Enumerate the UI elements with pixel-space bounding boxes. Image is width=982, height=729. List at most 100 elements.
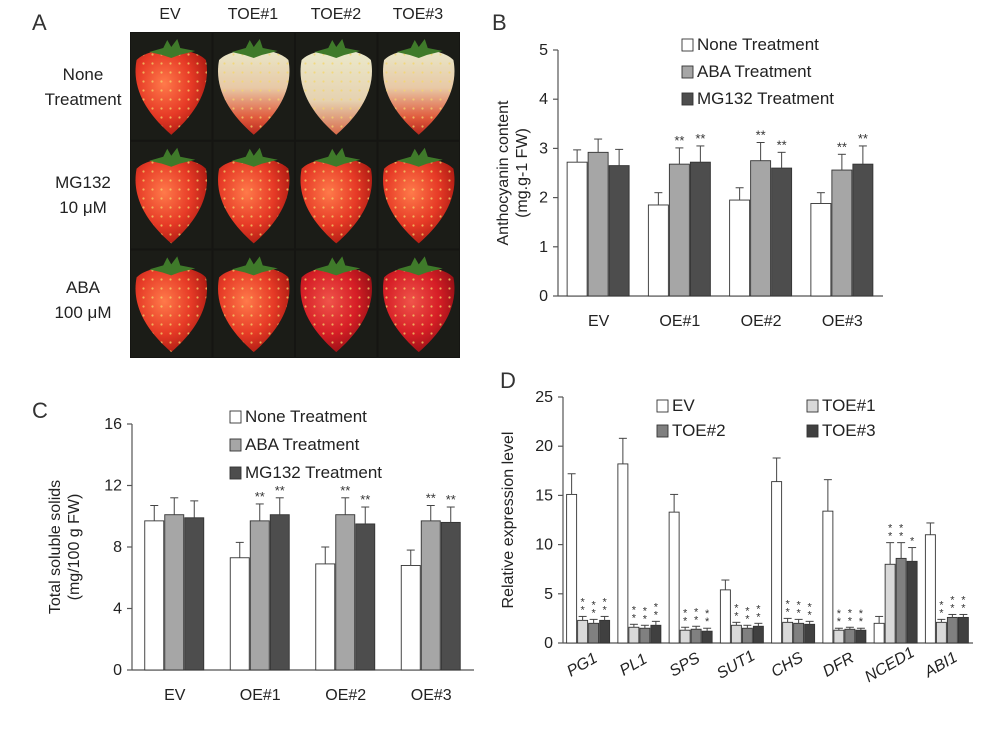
strawberry-seeds (300, 266, 372, 353)
strawberry-seeds (383, 266, 455, 353)
y-tick-label: 1 (539, 239, 548, 256)
strawberry-photo-grid (130, 32, 460, 358)
significance-mark: * (591, 607, 596, 619)
significance-mark: * (961, 602, 966, 614)
strawberry-seeds (135, 158, 207, 244)
bar (906, 560, 918, 644)
significance-mark: * (694, 606, 699, 618)
bar (833, 629, 845, 644)
significance-mark: * (632, 604, 637, 616)
y-tick-label: 0 (544, 635, 553, 652)
bar (617, 463, 629, 644)
strawberry-calyx-icon (314, 39, 361, 58)
significance-mark: ** (777, 137, 787, 152)
significance-mark: * (950, 602, 955, 614)
bar (935, 621, 947, 644)
legend-swatch (229, 466, 242, 480)
y-tick-label: 15 (535, 487, 553, 504)
photo-row-label-line1: None (62, 65, 104, 84)
significance-mark: ** (837, 139, 847, 154)
strawberry-seeds (135, 49, 207, 135)
bar (315, 563, 336, 671)
strawberry-seeds (383, 49, 455, 135)
strawberry-calyx-icon (149, 256, 196, 276)
significance-mark: * (910, 536, 915, 548)
y-tick-label: 4 (539, 91, 548, 108)
significance-mark: * (580, 596, 585, 608)
strawberry-photos (131, 33, 459, 358)
bar (804, 623, 816, 644)
photo-row-label-line2: 10 μM (59, 198, 107, 217)
strawberry-seeds (300, 158, 372, 244)
bar (440, 521, 461, 671)
significance-mark: * (961, 594, 966, 606)
bar (650, 624, 662, 644)
x-tick-label: OE#3 (411, 687, 452, 704)
legend-swatch (229, 438, 242, 452)
strawberry-calyx-icon (231, 147, 278, 167)
significance-mark: * (745, 613, 750, 625)
significance-mark: * (705, 616, 710, 628)
y-tick-label: 2 (539, 190, 548, 207)
photo-row-label-aba: ABA 100 μM (28, 275, 138, 325)
y-axis-label: (mg/100 g FW) (66, 494, 83, 601)
x-tick-label: OE#1 (240, 687, 281, 704)
significance-mark: * (705, 608, 710, 620)
y-axis-label: Total soluble solids (47, 480, 64, 614)
bar (689, 161, 711, 297)
bar (771, 167, 793, 297)
x-tick-label: OE#2 (741, 313, 782, 330)
strawberry-seeds (135, 266, 207, 353)
significance-mark: ** (858, 131, 868, 146)
significance-mark: * (807, 609, 812, 621)
legend-swatch (229, 410, 242, 424)
bar (566, 493, 578, 644)
bar (249, 520, 270, 671)
bar (566, 161, 588, 297)
x-tick-label: EV (164, 687, 186, 704)
strawberry-calyx-icon (314, 147, 361, 167)
bar (729, 199, 751, 297)
strawberry-calyx-icon (314, 256, 361, 276)
x-tick-label: OE#2 (325, 687, 366, 704)
legend-swatch (806, 399, 819, 413)
photo-col-label-toe1: TOE#1 (227, 6, 279, 23)
significance-mark: * (950, 594, 955, 606)
bar (831, 169, 853, 297)
y-tick-label: 0 (113, 662, 122, 679)
bar (844, 628, 856, 644)
y-tick-label: 0 (539, 288, 548, 305)
legend-label: ABA Treatment (245, 435, 360, 454)
legend-swatch (656, 424, 669, 438)
x-tick-label: OE#1 (659, 313, 700, 330)
bar (599, 619, 611, 644)
significance-mark: * (632, 612, 637, 624)
bar (701, 630, 713, 644)
bar (719, 589, 731, 644)
significance-mark: * (939, 607, 944, 619)
bar (608, 165, 630, 297)
significance-mark: * (694, 614, 699, 626)
bar (355, 523, 376, 671)
significance-mark: * (756, 611, 761, 623)
bar (588, 622, 600, 644)
strawberry-calyx-icon (231, 256, 278, 276)
significance-mark: * (785, 606, 790, 618)
bar (855, 629, 867, 644)
significance-mark: * (756, 603, 761, 615)
panel-letter-c: C (32, 398, 48, 423)
bar (873, 622, 885, 644)
chart-anthocyanin: 0 1 2 3 4 5 Anthocyanin content (mg.g-1 FW) EV **… (495, 35, 883, 330)
bar (639, 627, 651, 644)
legend-label: ABA Treatment (697, 62, 812, 81)
bar (690, 628, 702, 644)
legend-label: TOE#2 (672, 421, 726, 440)
significance-mark: * (848, 615, 853, 627)
significance-mark: * (683, 615, 688, 627)
chart-soluble-solids: 0 4 8 12 16 Total soluble solids (mg/100 g FW)… (47, 407, 474, 704)
significance-mark: ** (756, 127, 766, 142)
legend-swatch (681, 65, 694, 79)
bar (895, 557, 907, 644)
bar (335, 514, 356, 671)
bar (184, 517, 205, 671)
